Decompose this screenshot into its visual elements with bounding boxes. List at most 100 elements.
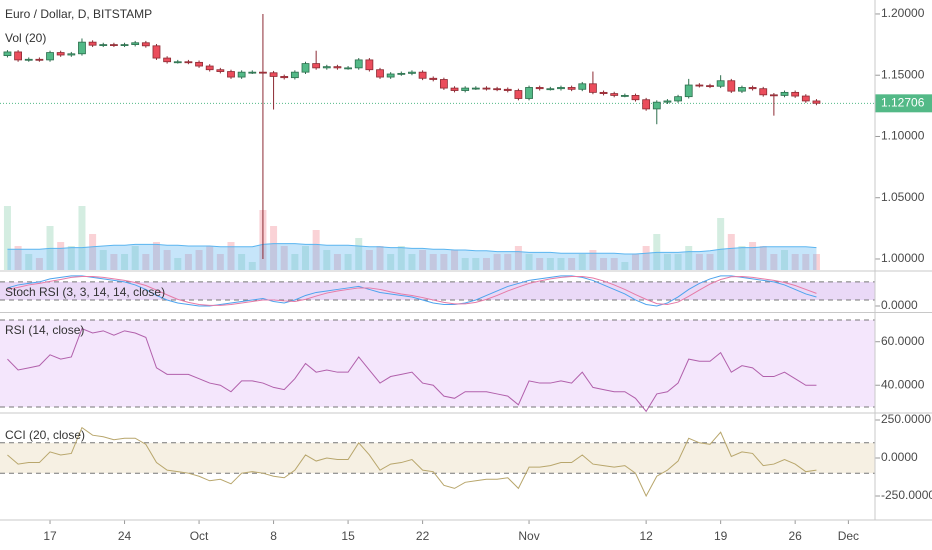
volume-bar [770,254,778,270]
volume-bar [291,254,299,270]
x-tick-label: 26 [788,529,802,543]
candle-body [109,44,118,46]
candle-body [216,69,225,72]
rsi-legend: RSI (14, close) [5,323,84,337]
volume-bar [57,242,65,270]
candle-body [663,100,672,103]
candle-body [35,58,44,61]
volume-ma-area [7,243,817,270]
candle-body [503,88,512,91]
volume-bar [206,246,214,270]
band-fill [0,319,875,407]
x-tick-label: Oct [190,529,209,543]
y-tick-label: 0.0000 [881,298,918,312]
volume-bar [610,258,618,270]
candle-body [567,87,576,90]
volume-bar [408,254,416,270]
volume-bar [376,246,384,270]
y-tick-label: 1.05000 [881,190,925,204]
volume-legend: Vol (20) [5,31,46,45]
candle-body [535,87,544,90]
indicator-line [7,275,817,307]
volume-bar [568,258,576,270]
x-tick-label: 15 [341,529,355,543]
candle-body [163,57,172,63]
volume-bar [387,254,395,270]
candle-body [759,88,768,96]
volume-bar [312,230,320,270]
y-tick-label: 1.20000 [881,6,925,20]
volume-bar [131,246,139,270]
candle-body [56,52,65,56]
marks [0,13,932,524]
candle-body [88,41,97,46]
volume-bar [429,254,437,270]
candle-body [259,71,267,74]
candle-body [610,93,619,96]
volume-bar [440,254,448,270]
candle-body [184,61,193,64]
volume-bar [142,254,150,270]
candle-body [46,52,54,61]
candle-body [738,87,746,92]
candle-body [280,76,289,79]
volume-bar [280,246,288,270]
candle-body [418,71,427,79]
volume-bar [3,206,11,270]
candle-body [173,61,182,64]
volume-bar [419,250,427,270]
volume-bar [238,254,246,270]
volume-bar [674,254,682,270]
x-tick-label: Dec [838,529,859,543]
candle-body [716,80,725,87]
x-tick-label: 24 [118,529,132,543]
volume-bar [663,254,671,270]
symbol-title: Euro / Dollar, D, BITSTAMP [5,7,152,21]
volume-bar [35,258,43,270]
volume-bar [472,258,480,270]
volume-bar [270,226,278,270]
candle-body [631,95,640,101]
volume-bar [727,234,735,270]
volume-bar [493,254,501,270]
candle-body [312,63,321,69]
candle-body [429,77,438,80]
volume-bar [25,254,33,270]
volume-bar [525,254,533,270]
candle-body [14,51,22,61]
volume-bar [89,234,97,270]
candle-body [791,91,800,97]
candle-body [642,99,651,110]
volume-bar [227,242,235,270]
candle-body [769,94,778,97]
x-tick-label: 22 [416,529,430,543]
candle-body [578,83,587,90]
volume-bar [482,258,490,270]
candle-body [514,90,523,99]
volume-bar [248,262,256,270]
candle-body [812,100,821,104]
y-tick-label: 40.0000 [881,377,925,391]
band-fill [0,442,875,474]
candle-body [205,65,214,71]
volume-bar [600,258,608,270]
volume-bar [781,250,789,270]
candle-body [99,44,108,46]
candle-body [344,67,352,70]
candle-body [131,42,140,45]
cci-legend: CCI (20, close) [5,428,85,442]
candle-body [120,44,129,46]
volume-bar [546,258,554,270]
volume-bar [302,246,310,270]
volume-bar [717,218,725,270]
candle-body [589,83,597,93]
volume-bar [706,254,714,270]
volume-bar [621,262,629,270]
volume-bar [461,258,469,270]
volume-bar [195,250,203,270]
volume-bar [514,246,522,270]
candle-body [67,53,76,56]
volume-bar [631,254,639,270]
